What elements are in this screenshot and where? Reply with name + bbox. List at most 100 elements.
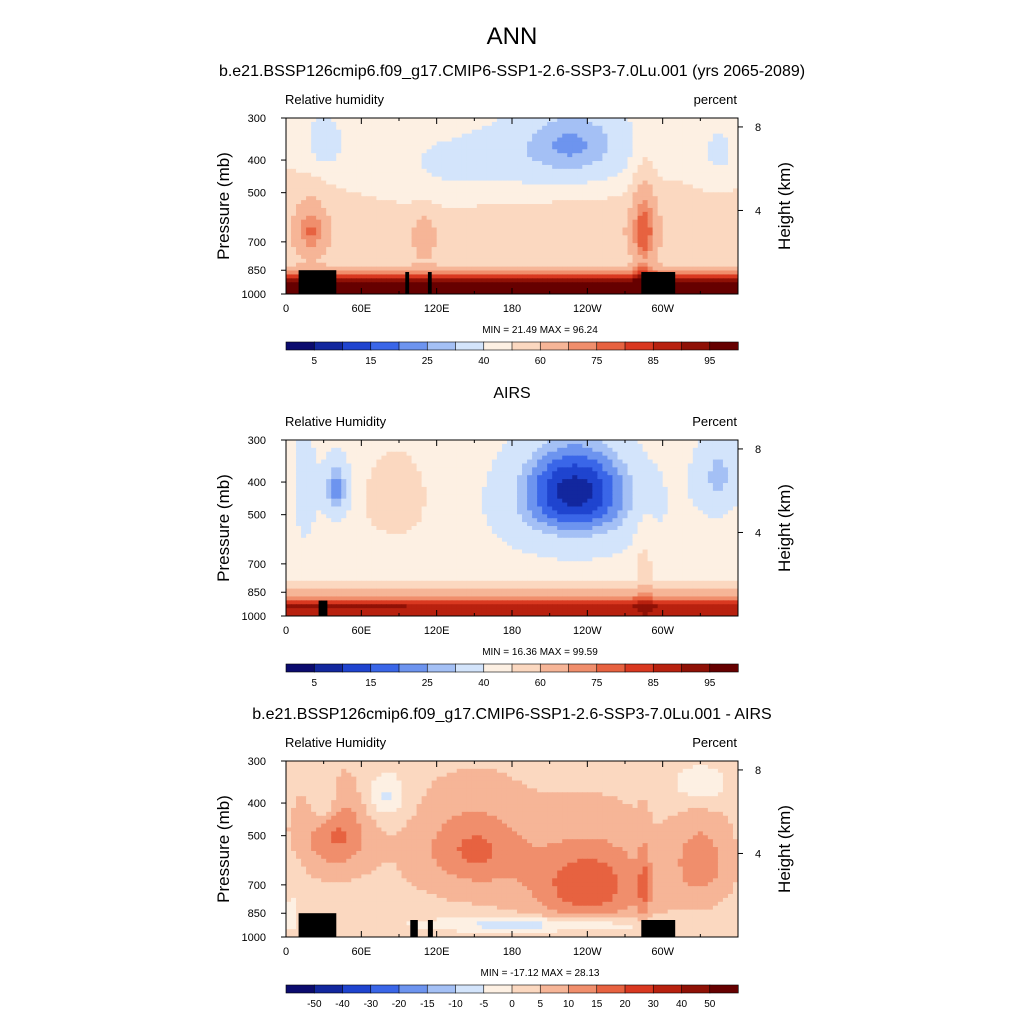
y-tick-label: 400 (248, 155, 266, 167)
colorbar-label: 40 (478, 678, 490, 689)
min-max-stats: MIN = 16.36 MAX = 99.59 (482, 647, 598, 658)
y-tick-label: 400 (248, 477, 266, 489)
contour-field (286, 440, 738, 616)
colorbar-label: 75 (591, 678, 603, 689)
colorbar-swatch (709, 341, 739, 351)
colorbar-label: -15 (420, 999, 435, 1010)
colorbar-label: 15 (365, 356, 377, 367)
x-tick-label: 60E (352, 625, 372, 637)
colorbar-swatch (342, 984, 372, 994)
terrain-mask (405, 272, 410, 294)
right-tick-label: 8 (755, 444, 761, 456)
colorbar-swatch (285, 341, 315, 351)
colorbar-swatch (426, 341, 457, 351)
colorbar-label: 15 (365, 678, 377, 689)
colorbar-label: 25 (422, 678, 434, 689)
panel-title: b.e21.BSSP126cmip6.f09_g17.CMIP6-SSP1-2.… (219, 63, 805, 80)
colorbar-swatch (681, 663, 711, 673)
colorbar-swatch (398, 984, 428, 994)
y-tick-label: 1000 (242, 289, 266, 301)
colorbar-label: 95 (704, 356, 716, 367)
x-tick-label: 180 (503, 625, 521, 637)
colorbar-swatch (342, 663, 372, 673)
right-tick-label: 8 (755, 122, 761, 134)
y-tick-label: 850 (248, 265, 266, 277)
right-axis-title: Height (km) (775, 484, 794, 572)
colorbar-swatch (652, 341, 683, 351)
y-tick-label: 1000 (242, 611, 266, 623)
y-tick-label: 500 (248, 510, 266, 522)
y-tick-label: 500 (248, 831, 266, 843)
colorbar-swatch (483, 341, 513, 351)
right-tick-label: 4 (755, 205, 761, 217)
colorbar-label: 30 (648, 999, 660, 1010)
x-tick-label: 60W (651, 303, 674, 315)
x-tick-label: 180 (503, 946, 521, 958)
colorbar-label: -40 (335, 999, 350, 1010)
y-tick-label: 700 (248, 237, 266, 249)
x-tick-label: 60W (651, 625, 674, 637)
y-tick-label: 300 (248, 435, 266, 447)
units-label: percent (694, 92, 738, 107)
variable-label: Relative humidity (285, 92, 384, 107)
colorbar-swatch (511, 663, 541, 673)
x-tick-label: 180 (503, 303, 521, 315)
right-tick-label: 8 (755, 765, 761, 777)
colorbar-swatch (455, 341, 485, 351)
colorbar-swatch (426, 663, 457, 673)
colorbar-swatch (398, 663, 428, 673)
panel-3: b.e21.BSSP126cmip6.f09_g17.CMIP6-SSP1-2.… (214, 706, 794, 1010)
colorbar-swatch (624, 341, 654, 351)
x-tick-label: 0 (283, 946, 289, 958)
contour-field (286, 118, 738, 294)
x-tick-label: 0 (283, 625, 289, 637)
panel-1: b.e21.BSSP126cmip6.f09_g17.CMIP6-SSP1-2.… (214, 63, 805, 367)
x-tick-label: 0 (283, 303, 289, 315)
colorbar-swatch (568, 341, 598, 351)
colorbar-swatch (285, 984, 315, 994)
colorbar: 5 15 25 40 60 75 85 95 (285, 663, 739, 689)
terrain-mask (298, 270, 337, 294)
x-tick-label: 120E (424, 625, 450, 637)
colorbar-swatch (539, 663, 570, 673)
y-axis-title: Pressure (mb) (214, 152, 233, 260)
x-tick-label: 120E (424, 946, 450, 958)
y-tick-label: 850 (248, 908, 266, 920)
x-tick-label: 120E (424, 303, 450, 315)
y-tick-label: 300 (248, 113, 266, 125)
terrain-mask (427, 272, 432, 294)
x-tick-label: 120W (573, 303, 602, 315)
y-tick-label: 400 (248, 798, 266, 810)
colorbar-swatch (596, 663, 626, 673)
units-label: Percent (692, 735, 737, 750)
y-axis-title: Pressure (mb) (214, 474, 233, 582)
colorbar-swatch (681, 341, 711, 351)
y-tick-label: 700 (248, 880, 266, 892)
colorbar-swatch (370, 984, 400, 994)
colorbar-swatch (539, 984, 570, 994)
colorbar-swatch (426, 984, 457, 994)
min-max-stats: MIN = 21.49 MAX = 96.24 (482, 325, 598, 336)
colorbar-label: 60 (535, 356, 547, 367)
colorbar-swatch (568, 663, 598, 673)
colorbar-swatch (483, 663, 513, 673)
colorbar-swatch (285, 663, 315, 673)
colorbar-swatch (652, 663, 683, 673)
colorbar-label: 40 (478, 356, 490, 367)
colorbar-swatch (313, 341, 344, 351)
y-tick-label: 850 (248, 587, 266, 599)
colorbar-swatch (398, 341, 428, 351)
colorbar-swatch (511, 341, 541, 351)
colorbar-swatch (596, 984, 626, 994)
colorbar-label: 5 (312, 678, 318, 689)
colorbar-swatch (539, 341, 570, 351)
x-tick-label: 120W (573, 946, 602, 958)
colorbar-swatch (709, 984, 739, 994)
y-tick-label: 1000 (242, 932, 266, 944)
x-tick-label: 120W (573, 625, 602, 637)
variable-label: Relative Humidity (285, 735, 387, 750)
colorbar-label: 15 (591, 999, 603, 1010)
colorbar-label: 85 (648, 678, 660, 689)
colorbar-label: 10 (563, 999, 575, 1010)
colorbar-label: 75 (591, 356, 603, 367)
